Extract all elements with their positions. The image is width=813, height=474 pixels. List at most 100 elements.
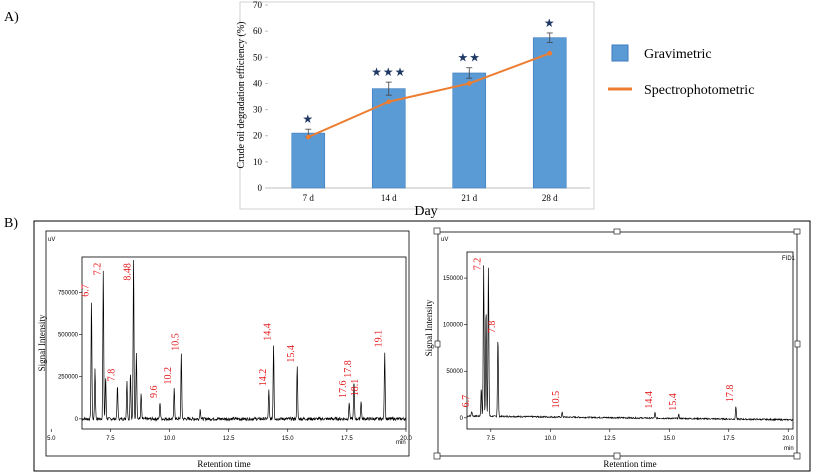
y-axis-label: Crude oil degradation efficiency (%) xyxy=(236,22,247,169)
chromatogram-left-plot-area xyxy=(81,256,407,430)
chromatogram-left-ticks: 0 250000 500000 750000 5.0 7.5 10.0 12.5 15.0 17.… xyxy=(47,290,412,442)
spectrophotometric-line xyxy=(305,50,553,140)
chromatogram-right-x-label: Retention time xyxy=(603,459,656,469)
chromatogram-right-x-unit: min xyxy=(784,446,794,452)
chromatogram-right: uV FID1 min Signal Intensity Retention t… xyxy=(424,227,801,469)
chromatogram-left-y-unit: uV xyxy=(48,237,55,243)
panel-b-frame xyxy=(33,220,811,472)
legend-label-spectrophotometric: Spectrophotometric xyxy=(644,83,754,98)
peak-label: 7.8 xyxy=(487,321,498,334)
legend: Gravimetric Spectrophotometric xyxy=(608,44,754,98)
significance-stars: ★ xyxy=(302,112,314,126)
line-point xyxy=(386,99,392,105)
x-tick-label: 12.5 xyxy=(223,436,235,442)
bar-28d xyxy=(532,37,567,189)
resize-handle[interactable] xyxy=(794,340,801,348)
x-axis-label: Day xyxy=(414,204,437,219)
y-tick-label: 0 xyxy=(258,183,263,193)
legend-label-gravimetric: Gravimetric xyxy=(644,47,712,62)
peak-label: 7.2 xyxy=(92,263,103,276)
y-tick-label: 30 xyxy=(253,105,263,115)
x-tick-label: 17.5 xyxy=(723,436,735,442)
y-tick-label: 100000 xyxy=(443,323,464,329)
x-tick-label: 15.0 xyxy=(663,436,675,442)
peak-label: 15.4 xyxy=(668,393,679,411)
x-tick-label: 17.5 xyxy=(341,436,353,442)
chromatogram-right-y-label: Signal Intensity xyxy=(424,299,434,356)
resize-handle[interactable] xyxy=(793,452,801,460)
y-tick-label: 50 xyxy=(253,52,263,62)
resize-handle[interactable] xyxy=(793,228,801,235)
x-tick-label: 7 d xyxy=(303,193,315,203)
peak-label: 18.1 xyxy=(350,379,361,397)
peak-label: 14.4 xyxy=(263,323,274,341)
peak-label: 17.6 xyxy=(338,381,349,399)
peak-label: 19.1 xyxy=(374,330,385,348)
peak-label: 15.4 xyxy=(286,345,297,363)
x-tick-label: 14 d xyxy=(381,193,397,203)
y-tick-label: 10 xyxy=(253,157,263,167)
y-tick-label: 70 xyxy=(253,0,263,10)
y-tick-label: 750000 xyxy=(58,290,79,296)
peak-label: 14.4 xyxy=(644,391,655,409)
significance-stars: ★★★ xyxy=(371,65,406,79)
peak-label: 17.8 xyxy=(343,360,354,378)
chromatogram-right-frame xyxy=(437,231,798,457)
chromatogram-right-peak-labels: 6.7 7.2 7.8 10.5 14.4 15.4 17.8 xyxy=(461,258,736,411)
detector-label: FID1 xyxy=(782,256,796,262)
resize-handle[interactable] xyxy=(433,227,441,235)
y-tick-label: 500000 xyxy=(58,333,79,339)
y-tick-label: 40 xyxy=(253,78,263,88)
panel-b-label: B) xyxy=(4,216,18,231)
peak-label: 9.6 xyxy=(149,386,160,399)
line-point xyxy=(466,81,472,86)
x-tick-label: 12.5 xyxy=(604,436,616,442)
y-tick-label: 20 xyxy=(253,131,263,141)
line-point xyxy=(547,50,553,56)
peak-label: 14.2 xyxy=(258,369,269,387)
chromatogram-left-y-label: Signal Intensity xyxy=(37,314,47,371)
chromatogram-left-x-unit: min xyxy=(396,440,406,446)
significance-stars: ★★ xyxy=(457,51,481,65)
bars: ★ 7 d ★★★ 14 d ★★ 21 d ★ 28 d xyxy=(291,16,567,203)
peak-label: 7.8 xyxy=(107,369,118,382)
chromatogram-left-frame xyxy=(45,230,410,457)
x-tick-label: 7.5 xyxy=(487,436,496,442)
peak-label: 10.5 xyxy=(551,391,562,409)
peak-label: 7.2 xyxy=(473,258,484,271)
chromatogram-left-peak-labels: 6.77.2 7.8 8.48 9.610.2 10.5 14.2 14.4 15.4 17.6… xyxy=(81,263,385,398)
resize-handle[interactable] xyxy=(433,452,441,460)
x-tick-label: 21 d xyxy=(461,193,477,203)
x-tick-label: 7.5 xyxy=(106,436,115,442)
resize-handle[interactable] xyxy=(434,340,441,348)
significance-stars: ★ xyxy=(544,16,556,30)
chromatogram-left-x-label: Retention time xyxy=(197,459,250,469)
chromatogram-right-y-unit: uV xyxy=(441,237,448,243)
bar-14d xyxy=(371,88,406,189)
x-tick-label: 5.0 xyxy=(47,436,56,442)
x-tick-label: 28 d xyxy=(542,193,558,203)
x-tick-label: 15.0 xyxy=(282,436,294,442)
chart-a-frame xyxy=(239,1,595,210)
peak-label: 8.48 xyxy=(123,263,134,281)
chromatogram-left-trace xyxy=(81,260,407,422)
y-tick-label: 0 xyxy=(75,417,79,423)
resize-handle[interactable] xyxy=(613,452,621,460)
y-tick-label: 150000 xyxy=(443,276,464,282)
peak-label: 10.2 xyxy=(163,367,174,385)
panel-a-label: A) xyxy=(4,10,19,25)
x-tick-label: 10.0 xyxy=(164,436,176,442)
peak-label: 17.8 xyxy=(725,385,736,403)
y-tick-label: 50000 xyxy=(446,369,463,375)
resize-handle[interactable] xyxy=(613,228,621,235)
x-tick-label: 10.0 xyxy=(544,436,556,442)
bar-21d xyxy=(452,72,487,189)
peak-label: 6.7 xyxy=(81,284,92,297)
legend-swatch-gravimetric xyxy=(611,44,629,62)
peak-label: 6.7 xyxy=(461,395,472,408)
bar-chart: 0 10 20 30 40 50 60 70 ★ 7 d ★★★ 14 d ★★ 21 d ★ 28 d C… xyxy=(236,0,595,219)
bar-7d xyxy=(291,132,326,189)
peak-label: 10.5 xyxy=(170,333,181,351)
x-tick-label: 20.0 xyxy=(782,436,794,442)
